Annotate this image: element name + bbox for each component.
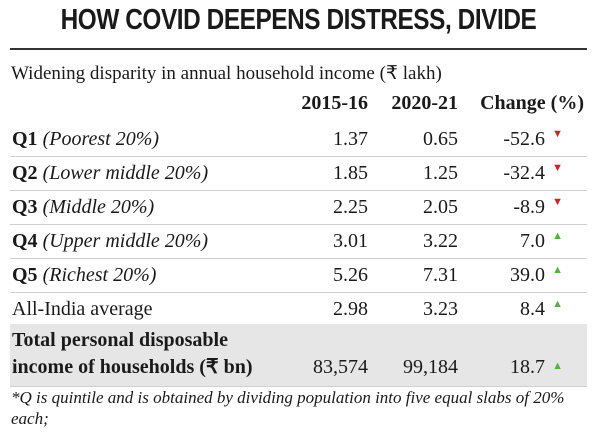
- cell: 99,184: [403, 356, 458, 378]
- note: (Lower middle 20%): [42, 162, 209, 184]
- up-arrow: ▲: [552, 264, 563, 276]
- table-row: Q3 (Middle 20%) 2.25 2.05 -8.9 ▼: [10, 190, 587, 225]
- cell: 1.25: [423, 162, 458, 184]
- cell: -32.4: [503, 162, 545, 184]
- label: Q5: [12, 264, 38, 286]
- row-label: Total personal disposable income of hous…: [12, 329, 253, 378]
- label: Q4: [12, 230, 38, 252]
- note: (Middle 20%): [42, 196, 155, 218]
- cell: 83,574: [313, 356, 368, 378]
- cell: 0.65: [423, 128, 458, 150]
- cell: 3.01: [333, 230, 368, 252]
- cell: 5.26: [333, 264, 368, 286]
- up-arrow: ▲: [552, 360, 563, 372]
- cell: 8.4: [520, 298, 545, 320]
- cell: 7.0: [520, 230, 545, 252]
- row-label: Q3 (Middle 20%): [12, 196, 154, 219]
- row-label: Q2 (Lower middle 20%): [12, 162, 208, 185]
- cell: 1.85: [333, 162, 368, 184]
- table-row: Q1 (Poorest 20%) 1.37 0.65 -52.6 ▼: [10, 122, 587, 157]
- row-label: Q4 (Upper middle 20%): [12, 230, 208, 253]
- column-header: 2015-16: [301, 92, 368, 114]
- cell: 3.23: [423, 298, 458, 320]
- label: Q2: [12, 162, 38, 184]
- label: Q3: [12, 196, 38, 218]
- row-label: Q5 (Richest 20%): [12, 264, 156, 287]
- cell: 2.05: [423, 196, 458, 218]
- subtitle: Widening disparity in annual household i…: [11, 63, 442, 84]
- cell: -52.6: [503, 128, 545, 150]
- cell: 2.25: [333, 196, 368, 218]
- down-arrow: ▼: [552, 128, 563, 140]
- note: (Upper middle 20%): [42, 230, 209, 252]
- note: (Poorest 20%): [42, 128, 160, 150]
- cell: 1.37: [333, 128, 368, 150]
- table-row: All-India average 2.98 3.23 8.4 ▲: [10, 292, 587, 327]
- table-row: Q2 (Lower middle 20%) 1.85 1.25 -32.4 ▼: [10, 156, 587, 191]
- down-arrow: ▼: [552, 196, 563, 208]
- up-arrow: ▲: [552, 298, 563, 310]
- cell: 18.7: [510, 356, 545, 378]
- column-header: Change (%): [480, 92, 584, 114]
- table-row: Q4 (Upper middle 20%) 3.01 3.22 7.0 ▲: [10, 224, 587, 259]
- cell: 39.0: [510, 264, 545, 286]
- cell: 3.22: [423, 230, 458, 252]
- cell: 7.31: [423, 264, 458, 286]
- table-row: Total personal disposable income of hous…: [10, 324, 587, 387]
- cell: -8.9: [513, 196, 545, 218]
- up-arrow: ▲: [552, 230, 563, 242]
- title: HOW COVID DEEPENS DISTRESS, DIVIDE: [60, 4, 537, 36]
- rule: [10, 48, 587, 50]
- note: (Richest 20%): [42, 264, 157, 286]
- row-label: All-India average: [12, 298, 153, 320]
- down-arrow: ▼: [552, 162, 563, 174]
- cell: 2.98: [333, 298, 368, 320]
- label: Q1: [12, 128, 38, 150]
- table-row: Q5 (Richest 20%) 5.26 7.31 39.0 ▲: [10, 258, 587, 293]
- footnote: *Q is quintile and is obtained by dividi…: [11, 388, 565, 428]
- column-header: 2020-21: [391, 92, 458, 114]
- row-label: Q1 (Poorest 20%): [12, 128, 159, 151]
